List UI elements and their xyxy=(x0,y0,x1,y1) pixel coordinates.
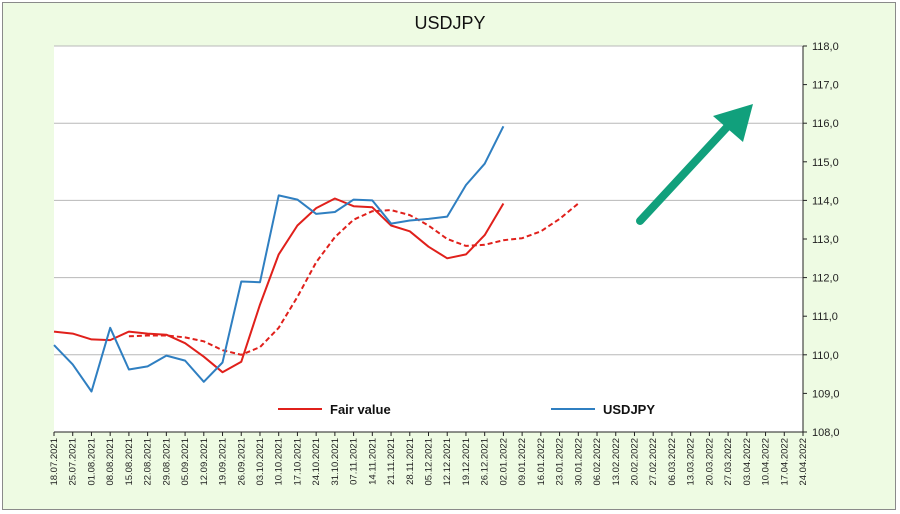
x-tick-label: 05.12.2021 xyxy=(424,438,435,486)
series-line-fair-value xyxy=(53,197,505,374)
y-tick-label: 111,0 xyxy=(812,311,838,323)
x-tick-label: 07.11.2021 xyxy=(349,438,360,485)
x-tick-label: 20.03.2022 xyxy=(704,438,715,486)
x-tick-label: 27.03.2022 xyxy=(723,438,734,486)
x-tick-label: 12.09.2021 xyxy=(199,438,210,486)
x-tick-label: 30.01.2022 xyxy=(573,438,584,486)
y-tick-label: 112,0 xyxy=(812,273,839,285)
x-tick-label: 01.08.2021 xyxy=(86,438,97,486)
x-tick-label: 19.09.2021 xyxy=(218,438,229,486)
x-tick-label: 16.01.2022 xyxy=(536,438,547,486)
x-tick-label: 29.08.2021 xyxy=(161,438,172,486)
legend: Fair value USDJPY xyxy=(278,402,655,417)
x-tick-label: 02.01.2022 xyxy=(498,438,509,486)
x-tick-label: 12.12.2021 xyxy=(442,438,453,486)
x-tick-label: 25.07.2021 xyxy=(68,438,79,486)
trend-arrow xyxy=(636,104,753,225)
x-tick-label: 03.10.2021 xyxy=(255,438,266,486)
x-tick-label: 13.03.2022 xyxy=(686,438,697,486)
x-tick-label: 27.02.2022 xyxy=(648,438,659,486)
line-chart: 108,0 109,0 110,0 111,0 112,0 113,0 114,0 115,0… xyxy=(49,41,840,486)
x-tick-label: 15.08.2021 xyxy=(124,438,135,486)
y-tick-label: 117,0 xyxy=(812,80,839,92)
x-tick-label: 24.10.2021 xyxy=(311,438,322,486)
series-lines xyxy=(53,125,579,393)
x-tick-label: 19.12.2021 xyxy=(461,438,472,486)
x-tick-label: 23.01.2022 xyxy=(555,438,566,486)
x-tick-label: 31.10.2021 xyxy=(330,438,341,486)
x-tick-label: 28.11.2021 xyxy=(405,438,416,485)
y-tick-label: 110,0 xyxy=(812,350,839,362)
x-tick-label: 08.08.2021 xyxy=(105,438,116,486)
x-tick-label: 18.07.2021 xyxy=(49,438,60,486)
x-axis-ticks: 18.07.2021 25.07.2021 01.08.2021 08.08.2021… xyxy=(49,432,809,486)
series-line-dashed-1 xyxy=(128,202,579,356)
x-tick-label: 06.02.2022 xyxy=(592,438,603,486)
x-tick-label: 17.04.2022 xyxy=(779,438,790,486)
arrow-head xyxy=(713,104,753,142)
x-tick-label: 10.04.2022 xyxy=(761,438,772,486)
x-tick-label: 06.03.2022 xyxy=(667,438,678,486)
arrow-shaft xyxy=(636,122,732,225)
chart-title: USDJPY xyxy=(414,13,486,33)
y-tick-label: 113,0 xyxy=(812,234,839,246)
plot-area xyxy=(54,46,803,432)
x-tick-label: 03.04.2022 xyxy=(742,438,753,486)
x-tick-label: 05.09.2021 xyxy=(180,438,191,486)
x-tick-label: 26.12.2021 xyxy=(480,438,491,486)
y-tick-label: 109,0 xyxy=(812,388,840,400)
x-tick-label: 21.11.2021 xyxy=(386,438,397,485)
legend-label: Fair value xyxy=(330,402,391,417)
x-tick-label: 13.02.2022 xyxy=(611,438,622,486)
x-tick-label: 24.04.2022 xyxy=(798,438,809,486)
x-tick-label: 09.01.2022 xyxy=(517,438,528,486)
x-tick-label: 26.09.2021 xyxy=(236,438,247,486)
legend-label: USDJPY xyxy=(603,402,655,417)
series-line-usdjpy xyxy=(53,125,505,393)
x-tick-label: 20.02.2022 xyxy=(629,438,640,486)
x-tick-label: 22.08.2021 xyxy=(143,438,154,486)
y-tick-label: 108,0 xyxy=(812,427,840,439)
y-tick-label: 114,0 xyxy=(812,195,839,207)
x-tick-label: 17.10.2021 xyxy=(292,438,303,486)
y-axis-ticks: 108,0 109,0 110,0 111,0 112,0 113,0 114,0 115,0… xyxy=(803,41,840,439)
y-tick-label: 115,0 xyxy=(812,157,839,169)
y-tick-label: 118,0 xyxy=(812,41,839,53)
y-tick-label: 116,0 xyxy=(812,118,839,130)
grid-lines xyxy=(54,45,803,356)
x-tick-label: 14.11.2021 xyxy=(367,438,378,485)
x-tick-label: 10.10.2021 xyxy=(274,438,285,486)
